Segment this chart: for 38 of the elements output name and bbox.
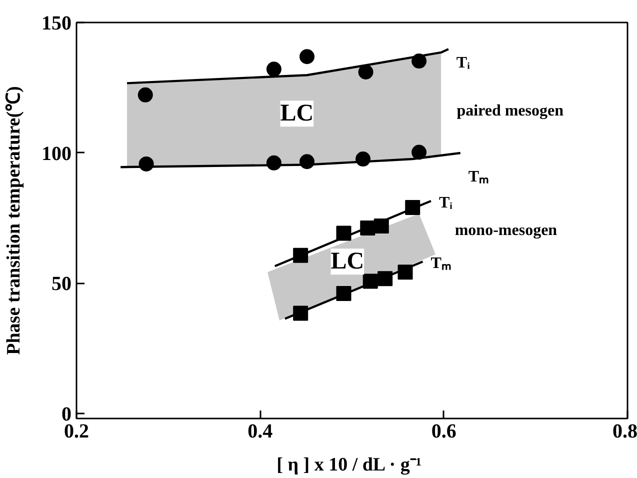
series-label: Tₘ: [468, 168, 490, 186]
point: [336, 226, 352, 241]
x-tick-label: 0.4: [248, 420, 273, 442]
x-tick-label: 0.8: [612, 420, 637, 442]
point: [378, 271, 393, 286]
series-label: Tᵢ: [456, 54, 470, 72]
y-tick-label: 50: [52, 273, 72, 296]
y-axis-title: Phase transition temperature(℃): [4, 86, 24, 355]
line-series: [126, 48, 450, 84]
annotation: paired mesogen: [456, 102, 564, 120]
point: [138, 156, 154, 172]
point: [405, 200, 420, 215]
y-tick-label: 100: [42, 142, 72, 165]
point: [360, 220, 376, 236]
point: [374, 218, 389, 234]
point: [293, 248, 308, 263]
annotation: LC: [280, 100, 314, 127]
annotation: mono-mesogen: [454, 222, 558, 239]
series-label: Tᵢ: [438, 194, 453, 212]
y-tick-label: 150: [42, 12, 72, 34]
point: [412, 54, 427, 69]
point: [266, 62, 282, 77]
point: [356, 152, 371, 166]
point: [412, 144, 427, 160]
x-tick-label: 0.6: [431, 420, 456, 442]
point: [300, 154, 314, 170]
point: [358, 64, 374, 80]
x-axis-title: [ η ] x 10 / dL · g⁻¹: [276, 454, 422, 476]
point: [398, 264, 413, 280]
point: [293, 306, 308, 321]
point: [362, 274, 378, 289]
point: [138, 87, 153, 102]
series-label: Tₘ: [430, 255, 452, 272]
point: [336, 286, 352, 301]
point: [300, 49, 314, 64]
point: [266, 155, 282, 170]
line-series: [274, 200, 432, 268]
annotation: LC: [330, 248, 364, 275]
